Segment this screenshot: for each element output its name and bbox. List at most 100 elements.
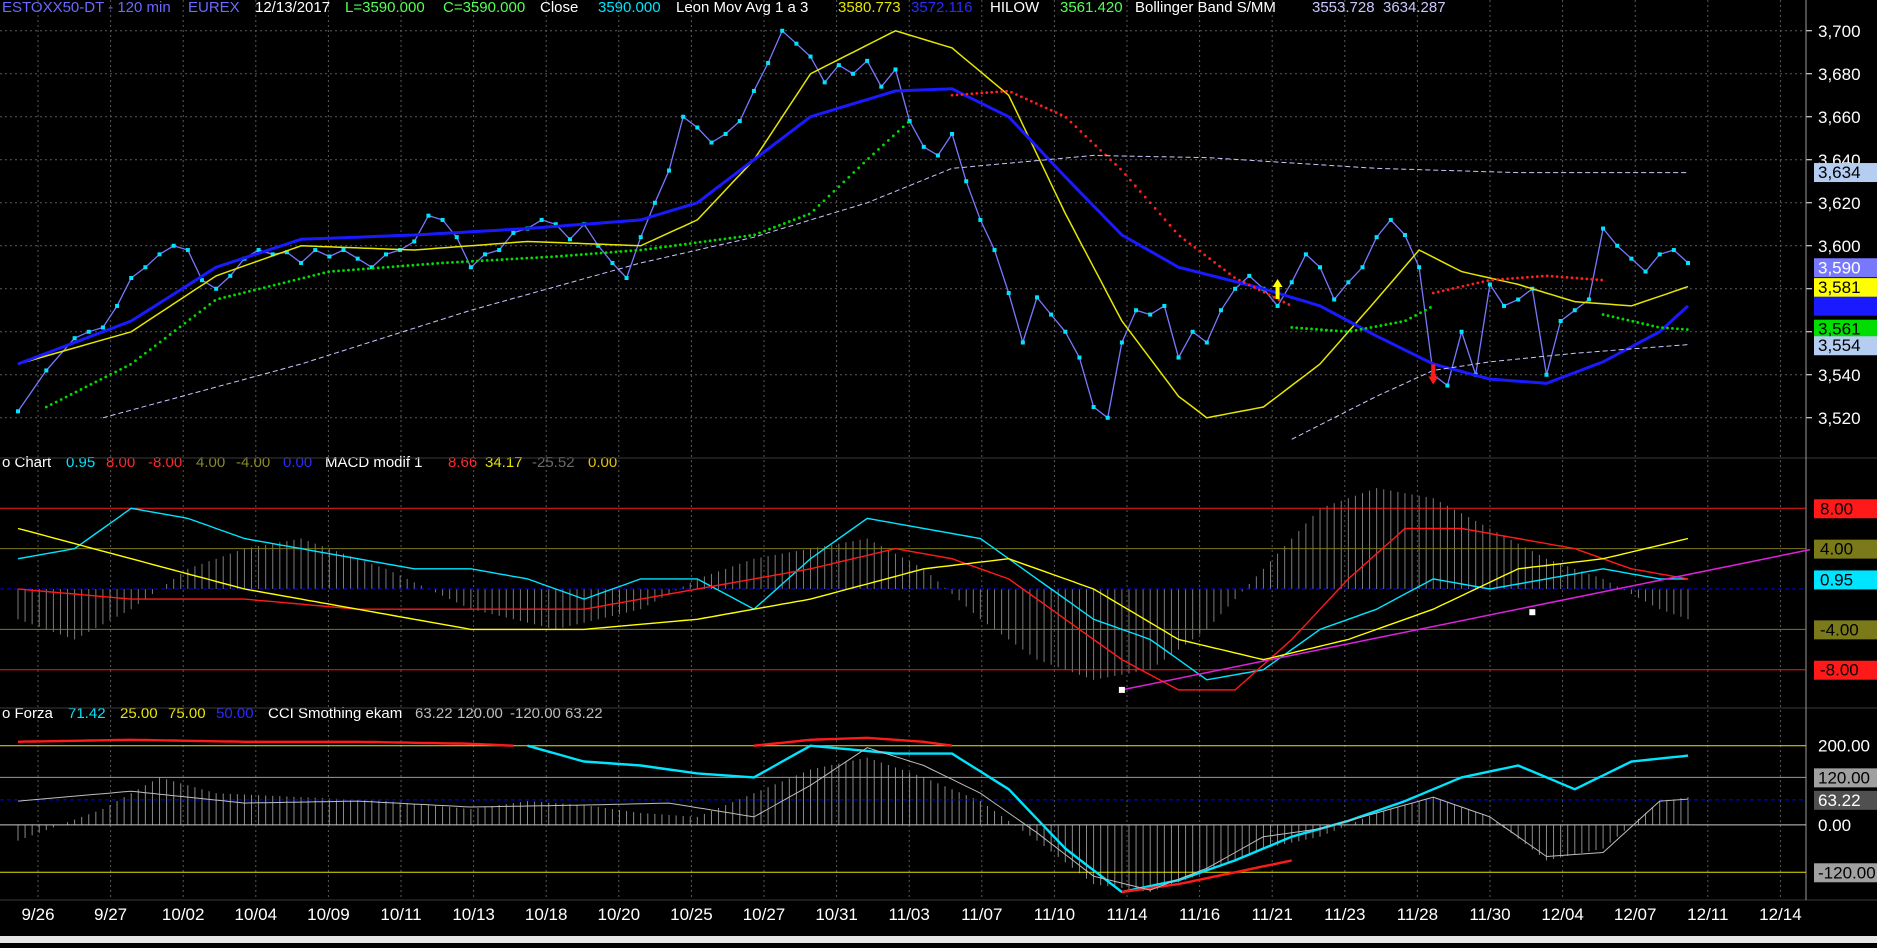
date-tick-label: 11/10 [1034, 905, 1075, 924]
hilow-dot [262, 286, 266, 290]
hilow-dot [361, 267, 365, 271]
close-price-point [893, 67, 898, 72]
hilow-dot [376, 266, 380, 270]
hilow-dot [1267, 293, 1271, 297]
cci-badge-label: -120.00 [1818, 863, 1876, 882]
hilow-dot [297, 277, 301, 281]
hilow-dot [832, 189, 836, 193]
osc-pivot-marker [1529, 609, 1536, 616]
date-tick-label: 10/27 [743, 905, 786, 924]
hilow-dot [535, 256, 539, 259]
close-price-point [935, 153, 940, 158]
hilow-dot [129, 362, 132, 366]
hilow-dot [1521, 276, 1524, 280]
hilow-dot [218, 297, 222, 301]
close-price-point [1034, 295, 1039, 300]
hilow-dot [1069, 120, 1073, 124]
close-price-point [72, 336, 77, 341]
hilow-dot [738, 235, 742, 239]
hilow-dot [1237, 278, 1241, 282]
close-price-point [1119, 340, 1124, 345]
close-price-point [214, 286, 219, 291]
hilow-dot [1039, 104, 1043, 108]
close-price-point [1332, 297, 1337, 302]
hilow-dot [59, 398, 63, 401]
hilow-dot [1404, 319, 1408, 323]
hilow-dot [109, 372, 113, 376]
hilow-dot [629, 249, 633, 253]
hilow-dot [748, 234, 752, 237]
price-badge-label: 3,554 [1818, 336, 1861, 355]
osc-v2: 8.00 [106, 454, 135, 471]
hilow-dot [1364, 326, 1368, 330]
price-series-line [17, 29, 1689, 419]
hilow-dot [654, 246, 657, 250]
hilow-dot [208, 302, 212, 306]
hilow-dot [1272, 295, 1276, 299]
osc-series-line [17, 527, 1689, 661]
cci-tick-label: 200.00 [1818, 737, 1870, 756]
price-badge [1814, 258, 1877, 278]
close-price-point [1233, 286, 1238, 291]
hilow-dot [584, 252, 588, 256]
hilow-dot [426, 262, 430, 266]
hilow-dot [708, 239, 712, 243]
hilow-dot [243, 291, 246, 294]
hilow-dot [1481, 280, 1485, 284]
close-price-point [681, 114, 686, 119]
hilow-dot [480, 259, 484, 263]
hilow-dot [44, 405, 48, 409]
hilow-dot [1414, 313, 1417, 317]
hilow-dot [817, 204, 821, 207]
hilow-dot [49, 403, 53, 406]
date-tick-label: 11/23 [1324, 905, 1365, 924]
hilow-dot [882, 143, 885, 147]
osc-badge [1814, 539, 1877, 559]
hilow-dot [753, 233, 757, 237]
close-price-point [1558, 319, 1563, 323]
close-price-point [313, 248, 318, 253]
hilow-dot [1601, 313, 1605, 316]
hilow-dot [886, 139, 890, 142]
hilow-dot [1535, 275, 1539, 278]
bb-high-value: 3634.287 [1383, 0, 1446, 16]
hilow-dot [1501, 277, 1505, 281]
cci-c4: 63.22 [565, 705, 603, 722]
hilow-dot [545, 255, 548, 259]
hilow-dot [1486, 279, 1490, 283]
ma-slow-value: 3572.116 [911, 0, 972, 16]
hilow-dot [134, 359, 137, 363]
hilow-dot [317, 272, 321, 276]
hilow-dot [1024, 97, 1028, 101]
hilow-dot [768, 227, 771, 231]
bollinger-line [1291, 344, 1689, 440]
hilow-dot [842, 180, 846, 184]
close-price-point [1502, 303, 1507, 308]
close-price-point [1006, 291, 1011, 296]
hilow-dot [188, 317, 192, 321]
close-price-point [299, 260, 304, 265]
exchange-label: EUREX [188, 0, 240, 16]
close-price-point [1275, 303, 1280, 308]
hilow-dot [490, 258, 494, 262]
macd-label: MACD modif 1 [325, 454, 423, 471]
close-price-point [1190, 329, 1195, 334]
hilow-dot [862, 161, 866, 165]
close-price-point [383, 252, 388, 257]
hilow-dot [1114, 163, 1117, 166]
hilow-dot [1540, 274, 1544, 278]
close-price-point [1586, 297, 1591, 302]
hilow-dot [1621, 317, 1625, 321]
osc-series-line [17, 507, 1688, 681]
hilow-dot [515, 257, 519, 261]
hilow-dot [193, 314, 197, 318]
close-price-point [511, 230, 516, 235]
hilow-dot [1059, 113, 1063, 117]
close-price-point [1601, 226, 1606, 231]
hilow-dot [337, 269, 340, 273]
hilow-dot [1228, 272, 1231, 276]
osc-badge-label: 8.00 [1820, 499, 1853, 518]
date-tick-label: 11/07 [961, 905, 1002, 924]
buy-signal-arrow [1272, 279, 1283, 300]
scrollbar-strip[interactable] [0, 936, 1877, 943]
